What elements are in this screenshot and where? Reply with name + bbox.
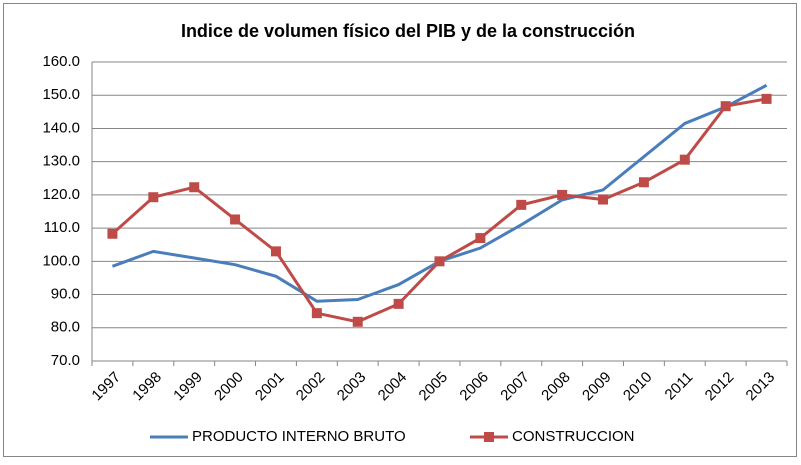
- marker: [434, 256, 445, 267]
- marker: [557, 189, 568, 200]
- y-tick-label: 100.0: [42, 252, 80, 269]
- marker: [107, 228, 118, 239]
- marker: [148, 192, 159, 203]
- marker: [311, 308, 322, 319]
- marker: [720, 101, 731, 112]
- marker: [638, 177, 649, 188]
- y-tick-label: 150.0: [42, 86, 80, 103]
- y-tick-label: 130.0: [42, 153, 80, 170]
- y-tick-label: 80.0: [51, 319, 80, 336]
- y-tick-label: 120.0: [42, 186, 80, 203]
- marker: [761, 93, 772, 104]
- chart-title: Indice de volumen físico del PIB y de la…: [181, 21, 635, 41]
- marker: [189, 182, 200, 193]
- y-tick-label: 160.0: [42, 53, 80, 70]
- marker: [270, 246, 281, 257]
- y-tick-label: 70.0: [51, 352, 80, 369]
- y-tick-label: 110.0: [44, 219, 80, 236]
- marker: [475, 233, 486, 244]
- chart-border: [3, 3, 797, 457]
- marker: [516, 199, 527, 210]
- y-tick-label: 140.0: [42, 119, 80, 136]
- marker: [679, 154, 690, 165]
- y-tick-label: 90.0: [51, 286, 80, 303]
- marker: [393, 298, 404, 309]
- legend-label: PRODUCTO INTERNO BRUTO: [192, 428, 406, 445]
- marker: [230, 214, 241, 225]
- marker: [598, 194, 609, 205]
- marker: [352, 316, 363, 327]
- legend-label: CONSTRUCCION: [512, 428, 635, 445]
- legend-marker: [484, 432, 494, 442]
